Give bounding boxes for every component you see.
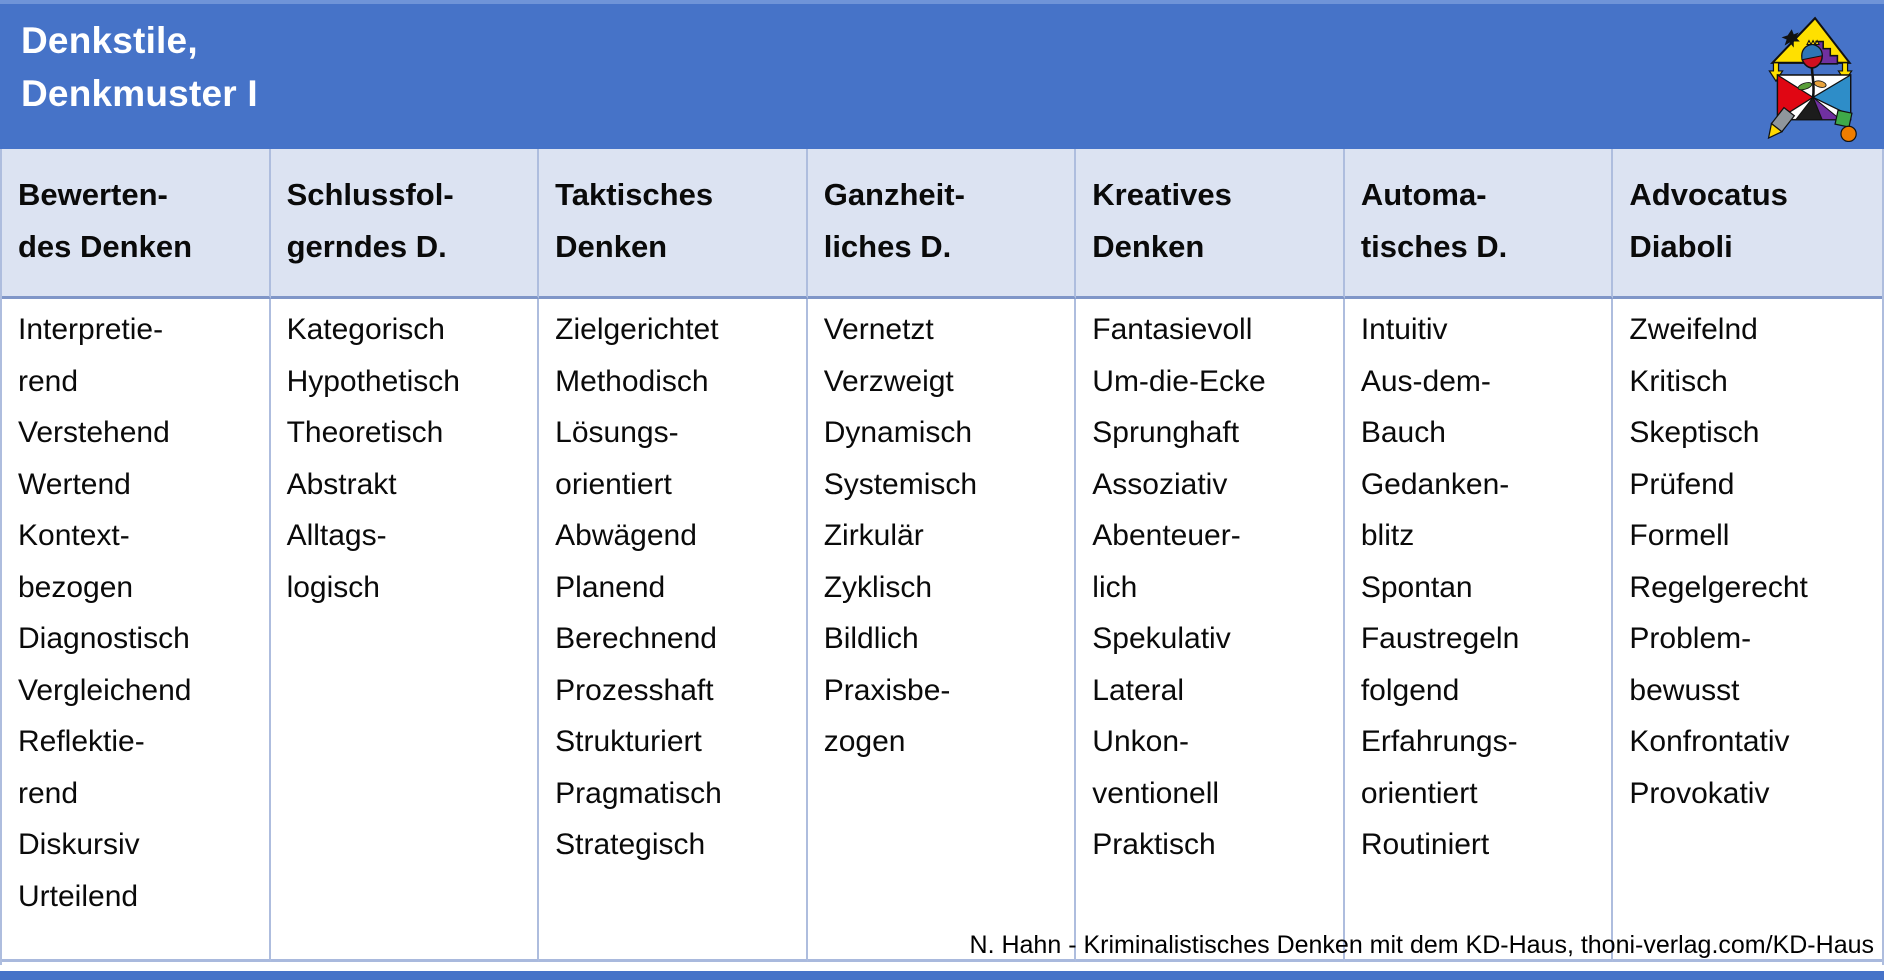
logo-pencil — [1767, 106, 1796, 140]
logo-orange-circle — [1840, 125, 1857, 142]
page-title: Denkstile, Denkmuster I — [21, 14, 258, 120]
column-items: Zielgerichtet Methodisch Lösungs- orient… — [539, 299, 808, 962]
credit-line: N. Hahn - Kriminalistisches Denken mit d… — [969, 931, 1874, 959]
bottom-accent-bar — [0, 971, 1884, 980]
column-items: Vernetzt Verzweigt Dynamisch Systemisch … — [807, 299, 1077, 962]
logo-blue-triangle — [1811, 73, 1852, 117]
column-header: Bewerten- des Denken — [2, 149, 271, 299]
logo-tulip-leaf-right — [1813, 80, 1827, 88]
column-header: Taktisches Denken — [539, 149, 808, 299]
kd-haus-logo-icon — [1767, 16, 1857, 142]
column-items: Zweifelnd Kritisch Skeptisch Prüfend For… — [1613, 299, 1882, 962]
column-header: Advocatus Diaboli — [1613, 149, 1882, 299]
column-items: Kategorisch Hypothetisch Theoretisch Abs… — [270, 299, 540, 962]
title-bar: Denkstile, Denkmuster I — [0, 0, 1884, 149]
column-header: Schlussfol- gerndes D. — [270, 149, 540, 299]
logo-tulip-crown — [1806, 39, 1820, 46]
column-header: Kreatives Denken — [1076, 149, 1345, 299]
logo-star — [1781, 29, 1800, 48]
column-items: Fantasievoll Um-die-Ecke Sprunghaft Asso… — [1076, 299, 1345, 962]
column-header: Automa- tisches D. — [1344, 149, 1614, 299]
logo-green-square — [1834, 109, 1853, 128]
logo-red-triangle — [1776, 73, 1815, 121]
page-title-line2: Denkmuster I — [21, 73, 258, 114]
thinking-styles-table: Bewerten- des Denken Schlussfol- gerndes … — [0, 149, 1884, 965]
logo-purple-triangle — [1812, 96, 1842, 121]
page-title-line1: Denkstile, — [21, 20, 198, 61]
logo-tulip-leaf-left — [1797, 82, 1813, 91]
column-header: Ganzheit- liches D. — [807, 149, 1077, 299]
column-items: Intuitiv Aus-dem- Bauch Gedanken- blitz … — [1344, 299, 1614, 962]
column-items: Interpretie- rend Verstehend Wertend Kon… — [2, 299, 271, 962]
